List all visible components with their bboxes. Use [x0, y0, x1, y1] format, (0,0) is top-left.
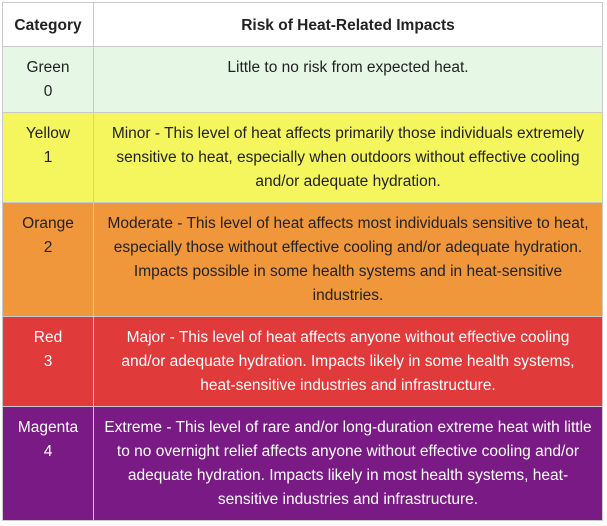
- table-row: Green 0 Little to no risk from expected …: [2, 46, 603, 113]
- category-level: 1: [43, 149, 53, 166]
- category-name: Green: [26, 59, 70, 76]
- category-level: 4: [43, 443, 53, 460]
- heat-risk-table: Category Risk of Heat-Related Impacts Gr…: [2, 2, 603, 521]
- table-row: Red 3 Major - This level of heat affects…: [2, 316, 603, 407]
- category-level: 0: [43, 83, 53, 100]
- category-cell: Orange 2: [2, 202, 94, 317]
- risk-description: Little to no risk from expected heat.: [93, 46, 603, 113]
- risk-description: Extreme - This level of rare and/or long…: [93, 406, 603, 521]
- risk-description: Major - This level of heat affects anyon…: [93, 316, 603, 407]
- category-name: Red: [33, 329, 63, 346]
- category-name: Yellow: [25, 125, 71, 142]
- category-level: 2: [43, 239, 53, 256]
- risk-description: Minor - This level of heat affects prima…: [93, 112, 603, 203]
- category-cell: Magenta 4: [2, 406, 94, 521]
- category-level: 3: [43, 353, 53, 370]
- category-cell: Green 0: [2, 46, 94, 113]
- risk-header: Risk of Heat-Related Impacts: [93, 2, 603, 47]
- table-row: Yellow 1 Minor - This level of heat affe…: [2, 112, 603, 203]
- risk-description: Moderate - This level of heat affects mo…: [93, 202, 603, 317]
- table-row: Magenta 4 Extreme - This level of rare a…: [2, 406, 603, 521]
- category-cell: Yellow 1: [2, 112, 94, 203]
- category-header: Category: [2, 2, 94, 47]
- category-cell: Red 3: [2, 316, 94, 407]
- table-row: Orange 2 Moderate - This level of heat a…: [2, 202, 603, 317]
- table-header-row: Category Risk of Heat-Related Impacts: [2, 2, 603, 47]
- category-name: Orange: [22, 215, 74, 232]
- category-name: Magenta: [17, 419, 79, 436]
